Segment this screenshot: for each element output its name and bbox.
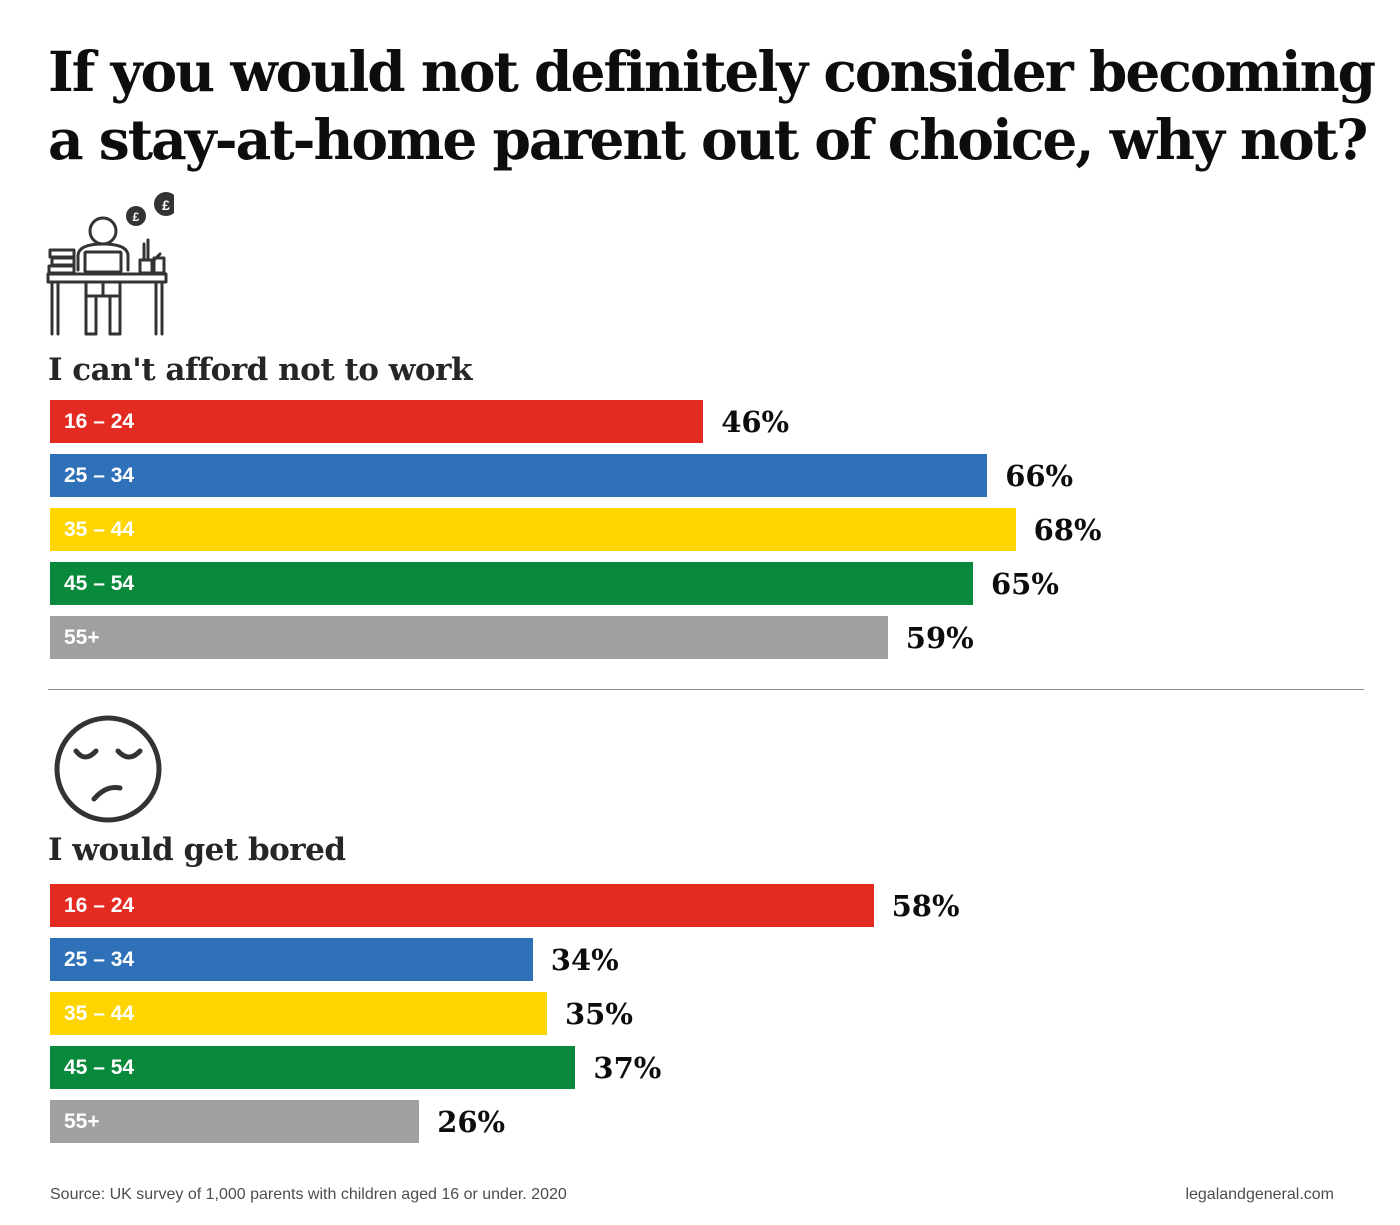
- bar: 25 – 34: [50, 454, 988, 497]
- sad-face-icon: [54, 715, 162, 823]
- bar: 16 – 24: [50, 884, 874, 927]
- chart-title: If you would not definitely consider bec…: [48, 39, 1376, 172]
- svg-text:£: £: [133, 210, 140, 224]
- website-link[interactable]: legalandgeneral.com: [1185, 1186, 1334, 1203]
- bar-row: 45 – 54 37%: [50, 1046, 1370, 1089]
- bar-category-label: 35 – 44: [64, 517, 135, 541]
- bar-row: 16 – 24 58%: [50, 884, 1370, 927]
- bar-chart-cant-afford: 16 – 24 46% 25 – 34 66% 35 – 44 68% 45 – 54 65%…: [50, 400, 1370, 670]
- bar: 35 – 44: [50, 992, 547, 1035]
- section-title-cant-afford: I can't afford not to work: [48, 352, 472, 388]
- bar-row: 45 – 54 65%: [50, 562, 1370, 605]
- bar-row: 55+ 26%: [50, 1100, 1370, 1143]
- bar-category-label: 55+: [64, 1109, 100, 1133]
- bar-row: 35 – 44 68%: [50, 508, 1370, 551]
- bar: 45 – 54: [50, 562, 973, 605]
- bar: 25 – 34: [50, 938, 533, 981]
- bar-category-label: 45 – 54: [64, 1055, 135, 1079]
- bar-value-label: 34%: [550, 943, 619, 977]
- svg-text:£: £: [162, 197, 170, 213]
- bar-value-label: 58%: [891, 889, 960, 923]
- bar: 35 – 44: [50, 508, 1016, 551]
- bar-chart-get-bored: 16 – 24 58% 25 – 34 34% 35 – 44 35% 45 – 54 37%…: [50, 884, 1370, 1154]
- bar-row: 55+ 59%: [50, 616, 1370, 659]
- bar-value-label: 66%: [1005, 459, 1074, 493]
- bar-row: 16 – 24 46%: [50, 400, 1370, 443]
- section-title-get-bored: I would get bored: [48, 832, 346, 868]
- bar-value-label: 46%: [721, 405, 790, 439]
- bar-category-label: 45 – 54: [64, 571, 135, 595]
- bar-row: 25 – 34 66%: [50, 454, 1370, 497]
- source-note: Source: UK survey of 1,000 parents with …: [50, 1186, 567, 1203]
- bar-category-label: 25 – 34: [64, 463, 135, 487]
- bar: 55+: [50, 1100, 420, 1143]
- bar-category-label: 25 – 34: [64, 947, 135, 971]
- bar: 45 – 54: [50, 1046, 576, 1089]
- person-working-at-desk-with-pound-coins-icon: £ £: [46, 192, 174, 336]
- bar-row: 25 – 34 34%: [50, 938, 1370, 981]
- bar-category-label: 16 – 24: [64, 409, 135, 433]
- bar-row: 35 – 44 35%: [50, 992, 1370, 1035]
- bar: 16 – 24: [50, 400, 704, 443]
- bar: 55+: [50, 616, 888, 659]
- section-divider: [48, 689, 1364, 690]
- bar-category-label: 55+: [64, 625, 100, 649]
- bar-value-label: 59%: [905, 621, 974, 655]
- bar-value-label: 35%: [565, 997, 633, 1031]
- bar-value-label: 26%: [437, 1105, 506, 1139]
- bar-category-label: 16 – 24: [64, 893, 135, 917]
- bar-value-label: 68%: [1033, 513, 1102, 547]
- bar-value-label: 37%: [593, 1051, 662, 1085]
- bar-category-label: 35 – 44: [64, 1001, 135, 1025]
- bar-value-label: 65%: [991, 567, 1059, 601]
